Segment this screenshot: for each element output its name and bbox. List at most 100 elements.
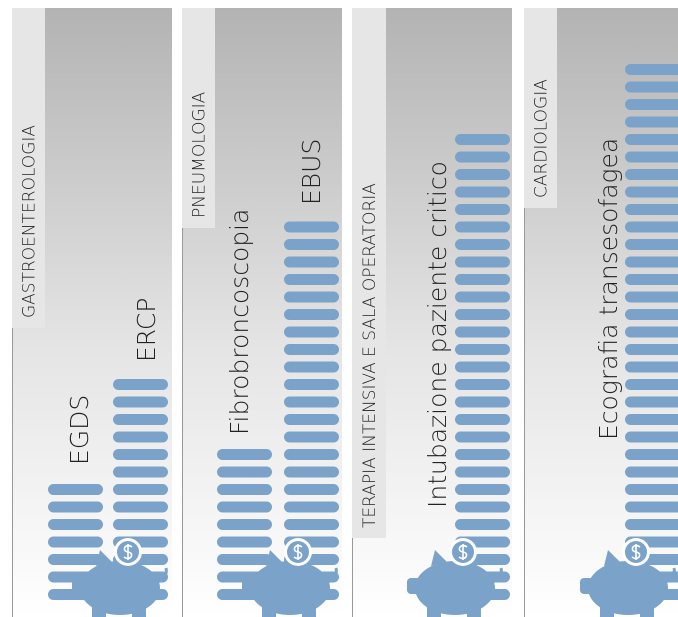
- pig-leg: [467, 600, 481, 617]
- pig-snout: [580, 578, 594, 594]
- coin-bar: [625, 466, 678, 478]
- coin-bar: [217, 519, 272, 530]
- coin-bar: [455, 326, 510, 338]
- coin-bar: [113, 484, 168, 495]
- pig-ear: [96, 550, 112, 566]
- pig-leg: [427, 600, 441, 617]
- pig-ear: [431, 550, 447, 566]
- category-label: Ecografia transesofagea: [594, 138, 623, 440]
- pig-ear: [604, 550, 620, 566]
- panel-title: PNEUMOLOGIA: [190, 91, 210, 218]
- coin-bar: [625, 169, 678, 180]
- coin-bar: [625, 379, 678, 390]
- coin-bar: [455, 449, 510, 460]
- title-box: [182, 8, 215, 228]
- coin-bar: [284, 396, 339, 408]
- coin-bar: [455, 309, 510, 320]
- coin-bar: [455, 204, 510, 215]
- coin-bar: [284, 291, 339, 303]
- coin-bar: [625, 344, 678, 355]
- pig-tail: [492, 567, 503, 584]
- piggy-bank: [72, 538, 168, 617]
- panel-title: GASTROENTEROLOGIA: [20, 125, 40, 318]
- coin-bar: [48, 501, 103, 513]
- pig-leg: [302, 600, 316, 617]
- coin-bar: [217, 554, 272, 565]
- coin-bar: [625, 256, 678, 268]
- coin-bar: [217, 501, 272, 513]
- coin-bar: [455, 239, 510, 250]
- coin-bar: [217, 484, 272, 495]
- coin-bar: [625, 519, 678, 530]
- dollar-sign: [631, 544, 641, 560]
- category-label: EBUS: [297, 139, 326, 205]
- coin-bar: [284, 361, 339, 373]
- coin-bar: [284, 431, 339, 443]
- dollar-sign: [458, 544, 468, 560]
- coin-bar: [48, 554, 103, 565]
- coin-bar: [455, 414, 510, 425]
- pig-snout: [72, 578, 86, 594]
- coin-bar: [455, 501, 510, 513]
- coin-bar: [284, 239, 339, 250]
- coin-bar: [625, 484, 678, 495]
- piggy-bank: [407, 538, 503, 617]
- coin-bar: [48, 484, 103, 495]
- coin-stack: [217, 449, 272, 600]
- coin-bar: [625, 414, 678, 425]
- coin-bar: [625, 309, 678, 320]
- coin-bar: [113, 431, 168, 443]
- pig-snout: [407, 578, 421, 594]
- coin-bar: [284, 414, 339, 425]
- coin-bar: [625, 151, 678, 163]
- coin-bar: [625, 274, 678, 285]
- coin-bar: [455, 291, 510, 303]
- coin-bar: [625, 361, 678, 373]
- coin-bar: [625, 501, 678, 513]
- coin-bar: [625, 204, 678, 215]
- coin-bar: [455, 396, 510, 408]
- coin-bar: [284, 449, 339, 460]
- coin-bar: [284, 274, 339, 285]
- coin-bar: [217, 449, 272, 460]
- coin-bar: [284, 379, 339, 390]
- coin-bar: [455, 431, 510, 443]
- category-label: ERCP: [132, 298, 161, 362]
- pig-leg: [262, 600, 276, 617]
- coin-bar: [113, 414, 168, 425]
- pig-snout: [242, 578, 256, 594]
- coin-bar: [113, 379, 168, 390]
- coin-bar: [455, 519, 510, 530]
- dollar-sign: [123, 544, 133, 560]
- coin-bar: [455, 274, 510, 285]
- coin-bar: [625, 291, 678, 303]
- dollar-sign: [293, 544, 303, 560]
- coin-bar: [455, 484, 510, 495]
- coin-bar: [284, 344, 339, 355]
- pig-tail: [327, 567, 338, 584]
- coin-bar: [455, 379, 510, 390]
- coin-bar: [625, 396, 678, 408]
- coin-bar: [284, 309, 339, 320]
- coin-bar: [48, 536, 103, 548]
- coin-bar: [625, 64, 678, 75]
- coin-bar: [455, 466, 510, 478]
- coin-bar: [625, 116, 678, 128]
- coin-bar: [284, 484, 339, 495]
- pig-tail: [665, 567, 676, 584]
- coin-bar: [113, 396, 168, 408]
- coin-bar: [455, 151, 510, 163]
- pig-leg: [640, 600, 654, 617]
- coin-bar: [625, 221, 678, 233]
- panel-title: TERAPIA INTENSIVA E SALA OPERATORIA: [360, 183, 380, 528]
- coin-bar: [455, 361, 510, 373]
- coin-bar: [455, 221, 510, 233]
- coin-bar: [625, 239, 678, 250]
- coin-bar: [625, 326, 678, 338]
- category-label: EGDS: [65, 395, 94, 465]
- piggy-bank: [580, 538, 676, 617]
- coin-bar: [113, 449, 168, 460]
- coin-stack: [625, 64, 678, 600]
